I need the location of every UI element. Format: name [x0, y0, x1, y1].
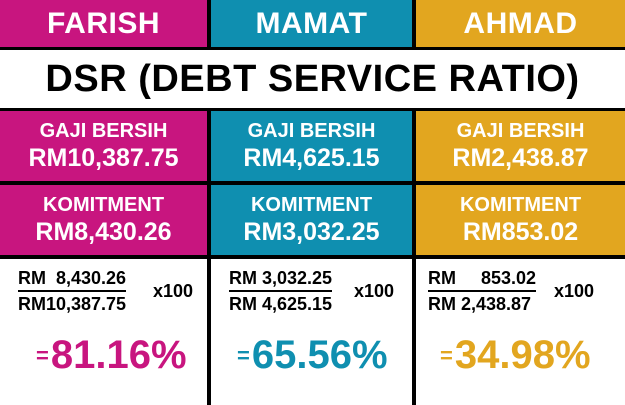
numerator: RM 853.02 [428, 268, 537, 288]
result-value: 34.98% [454, 333, 591, 377]
result-value: 81.16% [50, 333, 187, 377]
multiplier: x100 [153, 281, 194, 301]
header-farish: FARISH [0, 0, 207, 47]
formula-panel-farish: RM 8,430.26 RM10,387.75 x100 = 81.16% [0, 259, 207, 405]
komitment-cell-farish: KOMITMENT RM8,430.26 [0, 185, 207, 255]
komitment-value: RM8,430.26 [35, 218, 172, 246]
name-farish: FARISH [46, 6, 160, 40]
fraction: RM 8,430.26 RM10,387.75 [18, 267, 127, 315]
header-mamat: MAMAT [211, 0, 412, 47]
denominator: RM 4,625.15 [229, 294, 333, 314]
fraction-bar [428, 290, 537, 292]
gaji-cell-farish: GAJI BERSIH RM10,387.75 [0, 111, 207, 181]
gaji-label: GAJI BERSIH [456, 120, 585, 142]
komitment-value: RM853.02 [462, 218, 579, 246]
numerator: RM 3,032.25 [229, 268, 333, 288]
gaji-label: GAJI BERSIH [39, 120, 168, 142]
fraction-bar [18, 290, 127, 292]
name-mamat: MAMAT [255, 6, 368, 40]
multiplier: x100 [354, 281, 395, 301]
result: = 81.16% [36, 333, 187, 378]
numerator: RM 8,430.26 [18, 268, 127, 288]
denominator: RM10,387.75 [18, 294, 127, 314]
gaji-value: RM10,387.75 [28, 144, 179, 172]
gaji-cell-ahmad: GAJI BERSIH RM2,438.87 [416, 111, 625, 181]
equals-sign: = [440, 342, 453, 368]
result: = 65.56% [237, 333, 388, 378]
komitment-label: KOMITMENT [459, 194, 582, 216]
fraction: RM 853.02 RM 2,438.87 [428, 267, 537, 315]
page-title: DSR (DEBT SERVICE RATIO) [0, 50, 625, 108]
komitment-label: KOMITMENT [42, 194, 165, 216]
komitment-cell-mamat: KOMITMENT RM3,032.25 [211, 185, 412, 255]
komitment-cell-ahmad: KOMITMENT RM853.02 [416, 185, 625, 255]
equals-sign: = [237, 342, 250, 368]
formula-panel-mamat: RM 3,032.25 RM 4,625.15 x100 = 65.56% [211, 259, 412, 405]
header-ahmad: AHMAD [416, 0, 625, 47]
denominator: RM 2,438.87 [428, 294, 532, 314]
gaji-label: GAJI BERSIH [247, 120, 376, 142]
fraction-bar [229, 290, 333, 292]
fraction: RM 3,032.25 RM 4,625.15 [229, 267, 333, 315]
result: = 34.98% [440, 333, 591, 378]
equals-sign: = [36, 342, 49, 368]
name-ahmad: AHMAD [463, 6, 578, 40]
multiplier: x100 [554, 281, 595, 301]
formula-panel-ahmad: RM 853.02 RM 2,438.87 x100 = 34.98% [416, 259, 625, 405]
komitment-label: KOMITMENT [250, 194, 373, 216]
gaji-value: RM2,438.87 [452, 144, 589, 172]
gaji-value: RM4,625.15 [243, 144, 380, 172]
gaji-cell-mamat: GAJI BERSIH RM4,625.15 [211, 111, 412, 181]
result-value: 65.56% [251, 333, 388, 377]
komitment-value: RM3,032.25 [243, 218, 380, 246]
